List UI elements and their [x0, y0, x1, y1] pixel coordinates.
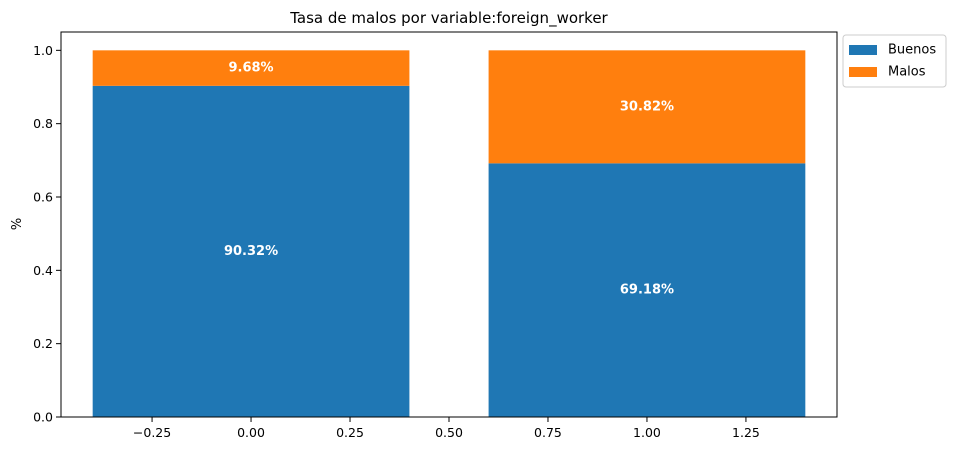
- y-tick-label: 0.2: [33, 336, 53, 351]
- x-tick-label: −0.25: [133, 425, 171, 440]
- y-tick-label: 0.4: [33, 263, 53, 278]
- y-axis: 0.0 0.2 0.4 0.6 0.8 1.0: [33, 43, 61, 425]
- y-tick-label: 0.8: [33, 116, 53, 131]
- x-tick-label: 0.75: [534, 425, 562, 440]
- y-axis-label: %: [10, 218, 25, 230]
- legend-swatch-malos: [849, 67, 877, 77]
- legend-label-malos: Malos: [888, 65, 926, 80]
- bar-label-malos-0: 9.68%: [228, 61, 273, 76]
- chart-title: Tasa de malos por variable:foreign_worke…: [289, 9, 608, 28]
- x-tick-label: 0.00: [237, 425, 265, 440]
- y-tick-label: 1.0: [33, 43, 53, 58]
- bar-malos-1: [488, 50, 806, 164]
- bar-buenos-0: [92, 85, 410, 418]
- y-tick-label: 0.0: [33, 410, 53, 425]
- x-tick-label: 1.00: [633, 425, 661, 440]
- bar-label-buenos-0: 90.32%: [224, 244, 278, 259]
- bars-layer: [92, 50, 806, 418]
- bar-labels-layer: 90.32% 69.18% 9.68% 30.82%: [224, 61, 674, 298]
- bar-malos-0: [92, 50, 410, 86]
- legend: Buenos Malos: [842, 34, 947, 88]
- y-tick-label: 0.6: [33, 190, 53, 205]
- x-axis: −0.25 0.00 0.25 0.50 0.75 1.00 1.25: [133, 417, 760, 440]
- bar-label-malos-1: 30.82%: [620, 99, 674, 114]
- x-tick-label: 1.25: [732, 425, 760, 440]
- x-tick-label: 0.25: [336, 425, 364, 440]
- legend-swatch-buenos: [849, 45, 877, 55]
- bar-label-buenos-1: 69.18%: [620, 283, 674, 298]
- legend-label-buenos: Buenos: [888, 43, 936, 58]
- bar-buenos-1: [488, 163, 806, 417]
- x-tick-label: 0.50: [435, 425, 463, 440]
